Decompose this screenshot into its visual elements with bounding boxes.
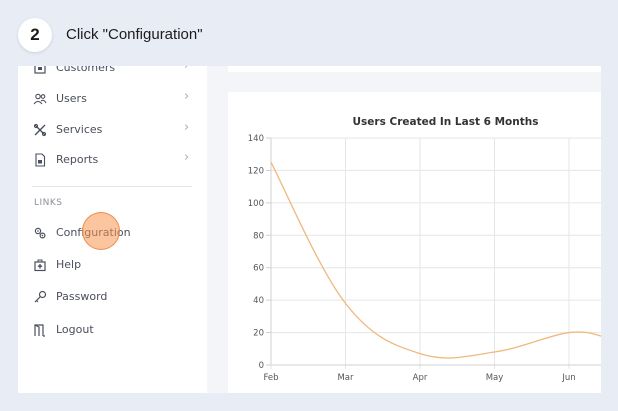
sidebar-item-reports[interactable]: Reports ›	[18, 147, 207, 173]
sidebar-item-customers[interactable]: Customers ›	[18, 66, 207, 81]
x-tick-label: Apr	[413, 373, 428, 383]
sidebar-item-services[interactable]: Services ›	[18, 117, 207, 143]
sidebar-item-logout[interactable]: Logout	[18, 317, 207, 343]
x-tick-label: May	[486, 373, 504, 383]
sidebar-item-label: Services	[56, 123, 103, 136]
y-tick-label: 100	[248, 199, 264, 209]
sidebar-item-label: Password	[56, 290, 108, 303]
sidebar-item-help[interactable]: Help	[18, 252, 207, 278]
links-section-label: LINKS	[34, 198, 63, 208]
x-tick-label: Feb	[263, 373, 278, 383]
sidebar-item-label: Users	[56, 92, 87, 105]
y-tick-label: 80	[253, 231, 264, 241]
configuration-icon	[34, 227, 46, 239]
x-tick-label: Jun	[561, 373, 575, 383]
chevron-right-icon: ›	[184, 150, 190, 165]
step-number: 2	[18, 18, 52, 52]
key-icon	[34, 290, 47, 303]
step-header: 2 Click "Configuration"	[0, 0, 618, 66]
y-tick-label: 140	[248, 134, 264, 144]
sidebar-item-label: Help	[56, 258, 82, 271]
sidebar-item-password[interactable]: Password	[18, 284, 207, 310]
y-tick-label: 60	[253, 264, 264, 274]
sidebar-divider	[32, 186, 192, 187]
logout-icon	[34, 324, 45, 337]
sidebar-item-label: Reports	[56, 153, 99, 166]
reports-icon	[35, 153, 46, 167]
chevron-right-icon: ›	[184, 89, 190, 104]
chart-title: Users Created In Last 6 Months	[352, 116, 539, 128]
users-line-chart: 0 20 40 60 80 100 120 140 Feb Mar Apr May Jun	[248, 134, 601, 383]
chart-card: Users Created In Last 6 Months 0 20 40 60 80…	[228, 92, 601, 393]
top-card	[228, 66, 601, 72]
help-icon	[34, 259, 46, 272]
chevron-right-icon: ›	[184, 120, 190, 135]
step-title: Click "Configuration"	[66, 26, 203, 43]
services-icon	[33, 123, 47, 137]
y-tick-label: 0	[259, 361, 264, 371]
sidebar: Customers › Users › Services ›	[18, 66, 207, 393]
y-tick-label: 20	[253, 329, 264, 339]
click-indicator	[82, 212, 120, 250]
sidebar-item-users[interactable]: Users ›	[18, 86, 207, 112]
x-tick-label: Mar	[337, 373, 354, 383]
app-screen: Customers › Users › Services ›	[18, 66, 601, 393]
sidebar-item-label: Customers	[56, 66, 116, 74]
customers-icon	[34, 66, 46, 74]
y-tick-label: 120	[248, 166, 264, 176]
y-tick-label: 40	[253, 296, 264, 306]
users-icon	[33, 93, 47, 105]
sidebar-item-label: Logout	[56, 323, 94, 336]
series-line	[270, 162, 601, 359]
chevron-right-icon: ›	[184, 66, 189, 73]
